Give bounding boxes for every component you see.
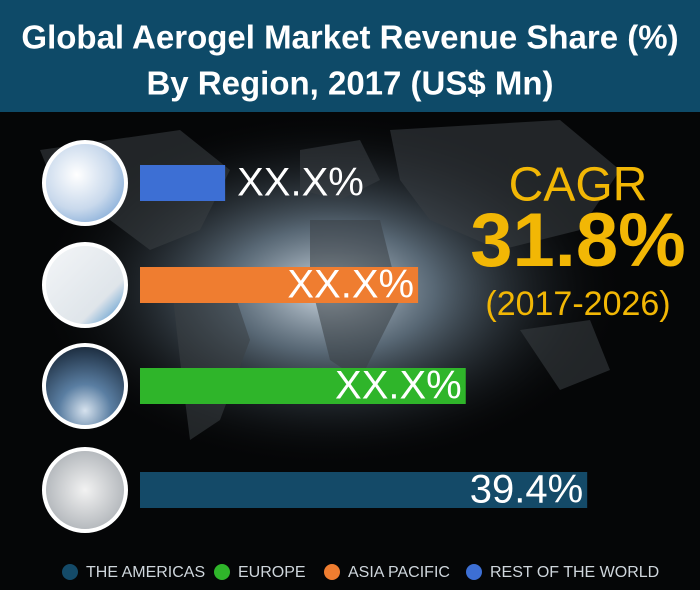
bar [140, 472, 588, 508]
region-image [42, 343, 128, 429]
bar [140, 267, 419, 303]
header [0, 0, 700, 112]
bar [140, 165, 226, 201]
region-image [42, 140, 128, 226]
bar [140, 368, 466, 404]
chart-title: Global Aerogel Market Revenue Share (%) [21, 19, 678, 56]
legend-swatch [466, 564, 482, 580]
value-label: 39.4% [470, 468, 583, 512]
cagr-label: CAGR [509, 159, 648, 212]
legend-label: EUROPE [238, 564, 306, 581]
legend-label: REST OF THE WORLD [490, 564, 659, 581]
legend-swatch [324, 564, 340, 580]
cagr-period: (2017-2026) [485, 285, 670, 323]
chart-title: By Region, 2017 (US$ Mn) [146, 65, 553, 102]
value-label: XX.X% [237, 161, 364, 205]
cagr-value: 31.8% [470, 198, 686, 283]
region-images [42, 140, 128, 533]
legend-label: THE AMERICAS [86, 564, 205, 581]
legend-swatch [214, 564, 230, 580]
legend-label: ASIA PACIFIC [348, 564, 450, 581]
region-image [42, 242, 128, 328]
region-image [42, 447, 128, 533]
legend-swatch [62, 564, 78, 580]
value-label: XX.X% [335, 364, 462, 408]
value-label: XX.X% [287, 263, 414, 307]
